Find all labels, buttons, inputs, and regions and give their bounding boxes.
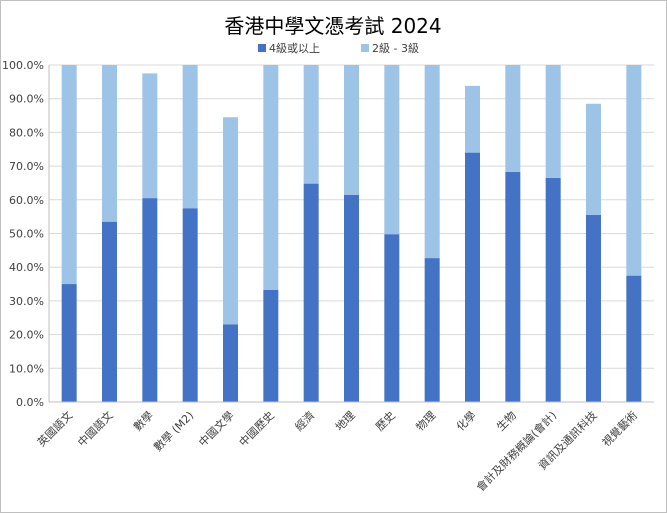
bar-level-4-plus [465,152,480,402]
bar-level-2-3 [586,103,601,215]
bar-level-2-3 [626,65,642,276]
axes [48,65,654,403]
y-tick-label: 50.0% [9,228,44,241]
legend: 4級或以上 2級 - 3級 [258,42,419,55]
bar-level-4-plus [102,221,117,402]
bar-level-2-3 [303,65,319,184]
bar-level-2-3 [344,65,359,195]
bar-level-2-3 [182,65,198,209]
bar-level-4-plus [303,183,319,402]
x-tick-label: 經濟 [292,408,317,433]
bar-level-2-3 [545,65,561,178]
legend-swatch [258,44,266,52]
bar-level-4-plus [424,258,440,402]
x-tick-label: 視覺藝術 [599,408,640,449]
y-tick-label: 0.0% [16,396,44,409]
bar-level-2-3 [61,65,77,285]
y-tick-label: 70.0% [9,160,44,173]
x-tick-label: 中國歷史 [237,409,277,449]
bar-level-4-plus [223,324,238,402]
bar-level-4-plus [384,234,400,402]
x-tick-label: 英國語文 [34,408,75,449]
x-tick-label: 物理 [413,408,438,433]
bar-level-4-plus [586,214,601,402]
y-tick-label: 60.0% [9,194,44,207]
y-tick-label: 10.0% [9,362,44,375]
x-tick-label: 中國文學 [196,408,237,449]
legend-swatch [361,44,369,52]
y-tick-label: 100.0% [2,59,44,72]
bar-level-2-3 [505,65,521,172]
x-tick-label: 會計及財務概論(會計) [473,408,559,494]
bar-level-2-3 [223,117,238,325]
bar-level-4-plus [263,289,279,402]
bar-level-2-3 [384,65,400,235]
y-tick-label: 80.0% [9,126,44,139]
bar-level-2-3 [424,65,440,259]
bar-level-4-plus [344,194,359,402]
x-tick-label: 歷史 [373,409,398,434]
bar-level-2-3 [142,73,158,199]
bars [61,65,642,402]
bar-level-4-plus [182,208,198,402]
x-tick-label: 生物 [493,408,518,433]
legend-label: 2級 - 3級 [372,42,419,55]
y-tick-label: 90.0% [9,93,44,106]
x-tick-label: 數學 (M2) [151,409,196,454]
bar-level-2-3 [263,65,279,290]
legend-label: 4級或以上 [269,42,320,55]
bar-level-4-plus [61,284,77,402]
x-tick-label: 中國語文 [75,408,116,449]
bar-level-2-3 [102,65,117,222]
y-tick-label: 20.0% [9,329,44,342]
x-tick-label: 數學 [131,409,156,434]
bar-level-2-3 [465,85,480,153]
y-tick-label: 40.0% [9,261,44,274]
y-axis-ticks: 0.0% 10.0% 20.0% 30.0% 40.0% 50.0% 60.0% 70.0% 8… [2,59,44,409]
bar-level-4-plus [505,171,521,402]
bar-level-4-plus [545,177,561,402]
chart-title: 香港中學文憑考試 2024 [224,14,441,38]
x-tick-label: 化學 [453,408,478,433]
x-tick-label: 地理 [333,409,358,434]
bar-level-4-plus [142,198,158,402]
y-tick-label: 30.0% [9,295,44,308]
bar-level-4-plus [626,275,642,402]
